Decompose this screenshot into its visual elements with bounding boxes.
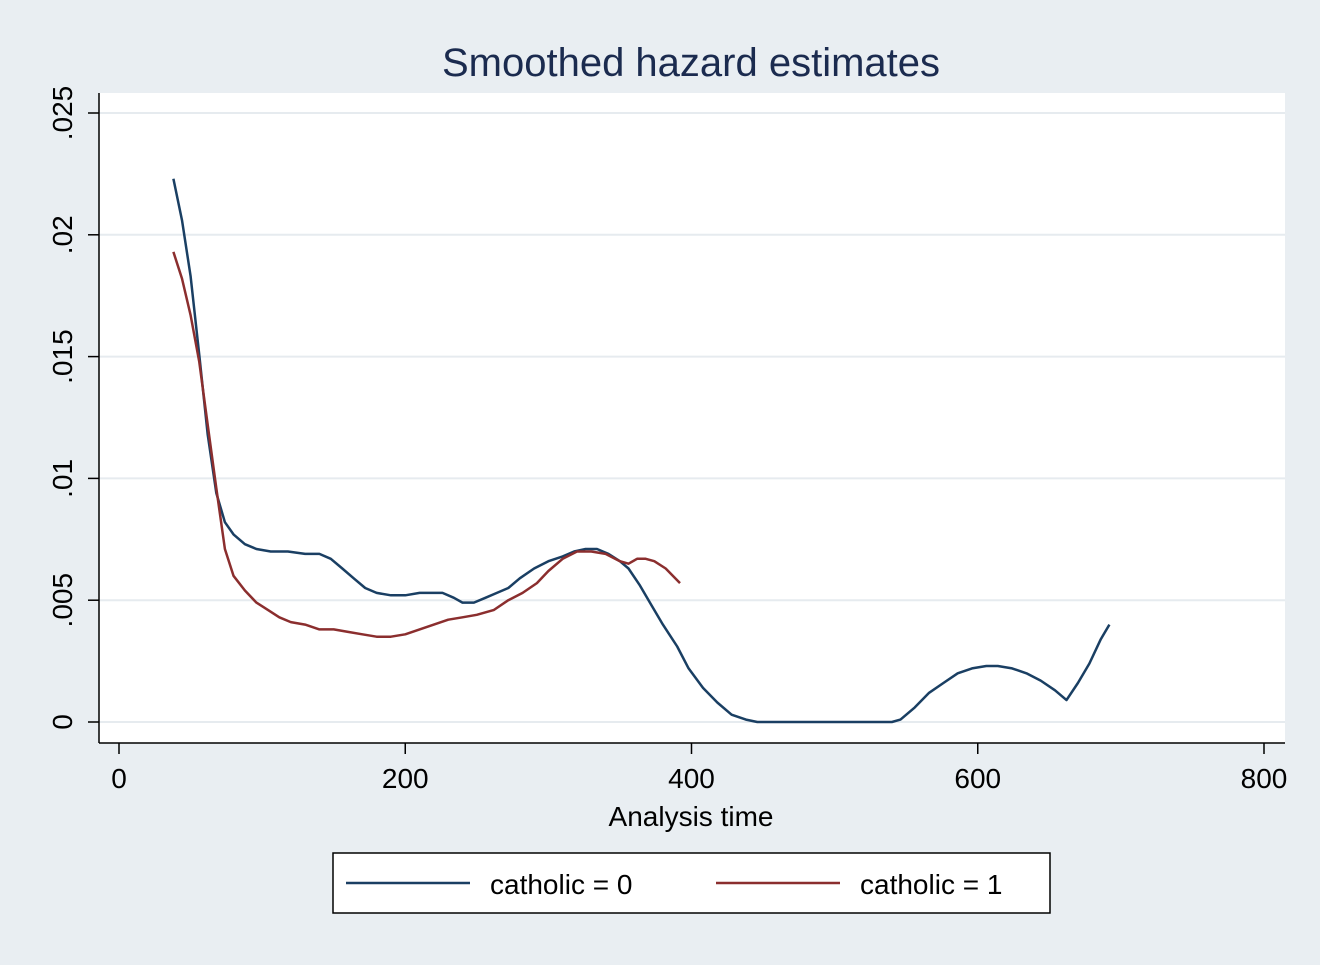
x-tick-label: 0 (111, 763, 127, 794)
plot-area (99, 93, 1285, 743)
x-tick-label: 600 (954, 763, 1001, 794)
legend-label-catholic-0: catholic = 0 (490, 869, 632, 900)
series-line-catholic-1 (172, 251, 681, 638)
y-tick-label: .025 (47, 86, 78, 141)
series-lines (172, 178, 1111, 724)
y-tick-label: .005 (47, 573, 78, 628)
legend: catholic = 0 catholic = 1 (332, 852, 1051, 914)
x-tick-label: 800 (1241, 763, 1288, 794)
y-tick-label: .015 (47, 329, 78, 384)
legend-label-catholic-1: catholic = 1 (860, 869, 1002, 900)
x-tick-label: 200 (382, 763, 429, 794)
series-line-catholic-0 (172, 178, 1111, 724)
x-ticks: 0 200 400 600 800 (111, 743, 1287, 794)
x-tick-label: 400 (668, 763, 715, 794)
x-axis-label: Analysis time (609, 801, 774, 832)
grid-lines (99, 112, 1285, 723)
y-tick-label: 0 (47, 714, 78, 730)
y-tick-label: .01 (47, 459, 78, 498)
chart-title: Smoothed hazard estimates (442, 41, 940, 85)
y-tick-label: .02 (47, 215, 78, 254)
y-ticks: 0 .005 .01 .015 .02 .025 (47, 86, 99, 730)
